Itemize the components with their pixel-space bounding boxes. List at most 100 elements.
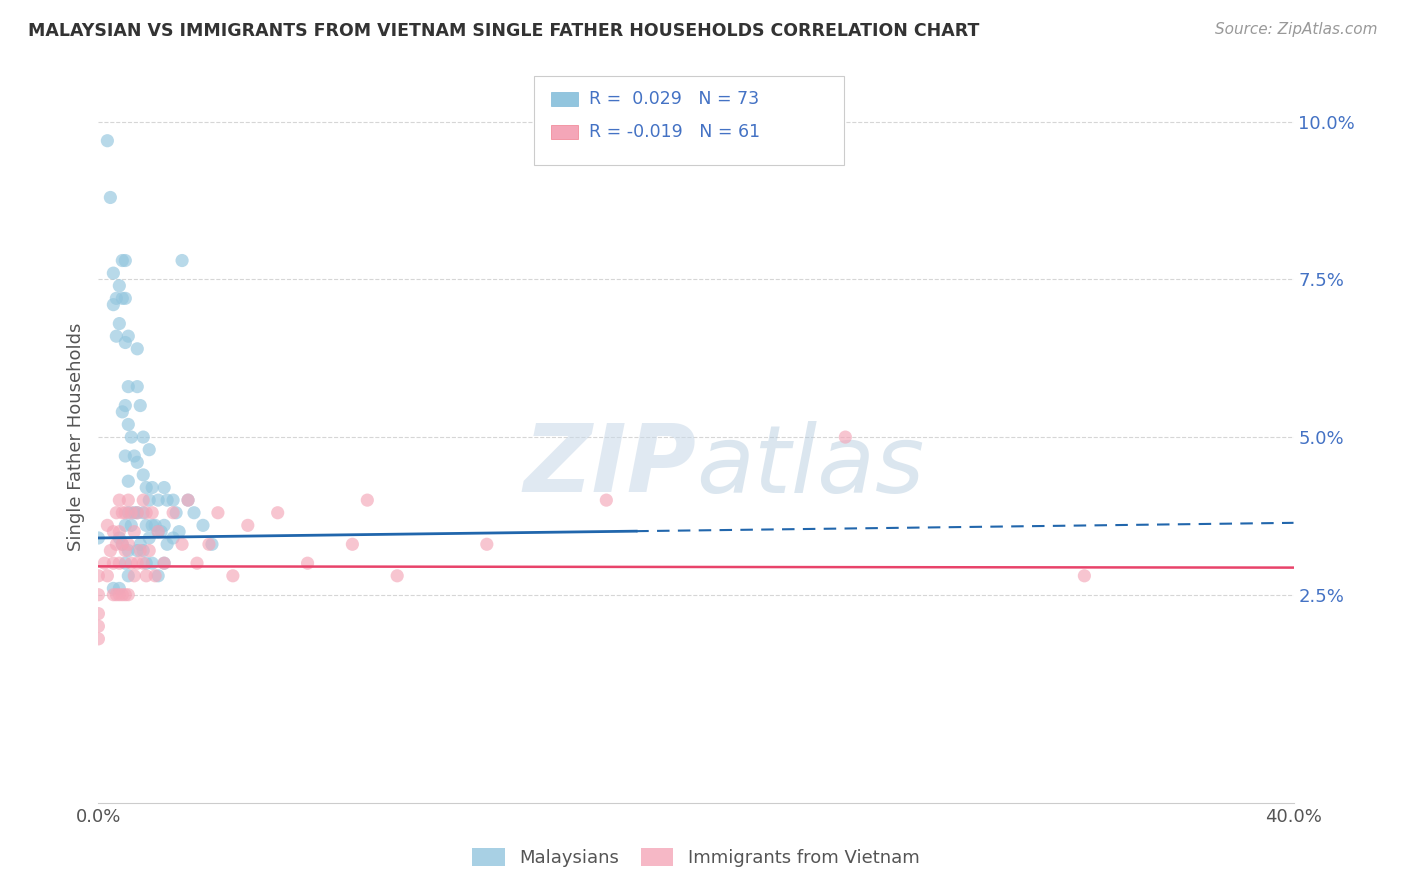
Point <box>127 455 149 469</box>
Point <box>87 588 110 602</box>
Point <box>114 291 136 305</box>
Point <box>132 506 155 520</box>
Point <box>153 518 176 533</box>
Point <box>87 607 110 621</box>
Point <box>114 518 136 533</box>
Point <box>183 506 205 520</box>
Point <box>127 342 149 356</box>
Text: ZIP: ZIP <box>523 420 696 512</box>
Point <box>108 317 131 331</box>
Point <box>135 556 157 570</box>
Point <box>103 588 125 602</box>
Point <box>138 442 160 457</box>
Point <box>105 506 128 520</box>
Point <box>198 537 221 551</box>
Point <box>111 506 134 520</box>
Point <box>156 537 179 551</box>
Point <box>141 481 163 495</box>
Point <box>141 556 163 570</box>
Point <box>114 335 136 350</box>
Point <box>236 518 259 533</box>
Point <box>172 537 194 551</box>
Point <box>138 543 160 558</box>
Point <box>201 537 224 551</box>
Point <box>135 506 157 520</box>
Point <box>111 291 134 305</box>
Point <box>132 493 155 508</box>
Point <box>129 537 152 551</box>
Point <box>148 524 170 539</box>
Point <box>117 506 139 520</box>
Point <box>117 417 139 432</box>
Point <box>143 569 166 583</box>
Point <box>141 518 163 533</box>
Point <box>117 493 139 508</box>
Point <box>105 537 128 551</box>
Point <box>120 556 142 570</box>
Text: R = -0.019   N = 61: R = -0.019 N = 61 <box>589 123 761 141</box>
Point <box>111 405 134 419</box>
Point <box>138 493 160 508</box>
Point <box>108 582 131 596</box>
Point <box>127 379 149 393</box>
Point <box>135 569 157 583</box>
Legend: Malaysians, Immigrants from Vietnam: Malaysians, Immigrants from Vietnam <box>472 847 920 867</box>
Point <box>177 493 200 508</box>
Point <box>96 569 118 583</box>
Point <box>342 537 364 551</box>
Point <box>93 556 115 570</box>
Point <box>127 543 149 558</box>
Point <box>103 266 125 280</box>
Point <box>111 537 134 551</box>
Point <box>105 291 128 305</box>
Point <box>87 632 110 646</box>
Y-axis label: Single Father Households: Single Father Households <box>66 323 84 551</box>
Point <box>114 556 136 570</box>
Point <box>191 518 214 533</box>
Point <box>124 524 146 539</box>
Point <box>114 543 136 558</box>
Point <box>150 524 173 539</box>
Point <box>105 588 128 602</box>
Point <box>172 253 194 268</box>
Point <box>117 474 139 488</box>
Point <box>114 449 136 463</box>
Point <box>132 430 155 444</box>
Point <box>135 518 157 533</box>
Point <box>167 524 190 539</box>
Text: Source: ZipAtlas.com: Source: ZipAtlas.com <box>1215 22 1378 37</box>
Point <box>143 518 166 533</box>
Point <box>135 481 157 495</box>
Point <box>834 430 856 444</box>
Text: MALAYSIAN VS IMMIGRANTS FROM VIETNAM SINGLE FATHER HOUSEHOLDS CORRELATION CHART: MALAYSIAN VS IMMIGRANTS FROM VIETNAM SIN… <box>28 22 980 40</box>
Point <box>111 588 134 602</box>
Point <box>207 506 229 520</box>
Point <box>127 506 149 520</box>
Point <box>132 467 155 482</box>
Point <box>120 518 142 533</box>
Point <box>114 399 136 413</box>
Point <box>98 190 122 204</box>
Point <box>108 278 131 293</box>
Point <box>141 506 163 520</box>
Point <box>267 506 290 520</box>
Point <box>96 134 118 148</box>
Point <box>222 569 245 583</box>
Point <box>124 506 146 520</box>
Point <box>156 493 179 508</box>
Point <box>103 556 125 570</box>
Point <box>132 543 155 558</box>
Point <box>87 619 110 633</box>
Point <box>385 569 409 583</box>
Point <box>297 556 319 570</box>
Point <box>1073 569 1095 583</box>
Point <box>117 543 139 558</box>
Point <box>108 524 131 539</box>
Point <box>148 524 170 539</box>
Point <box>108 531 131 545</box>
Point <box>153 556 176 570</box>
Point <box>108 556 131 570</box>
Point <box>105 329 128 343</box>
Point <box>153 481 176 495</box>
Point <box>138 531 160 545</box>
